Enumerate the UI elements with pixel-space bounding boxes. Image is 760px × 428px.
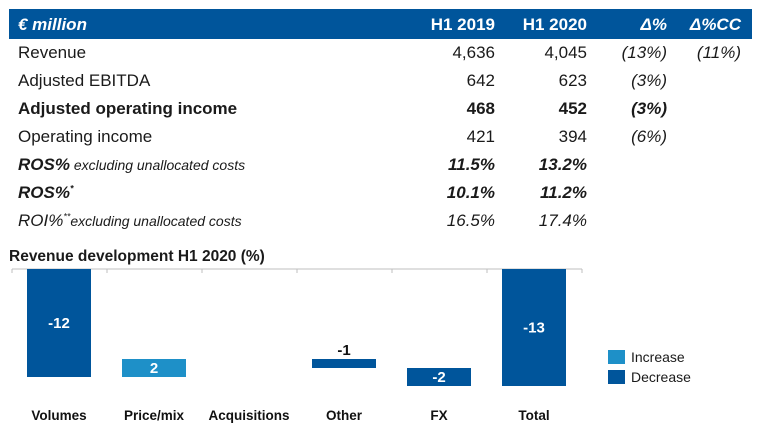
table-row: ROI%**excluding unallocated costs 16.5% … [9,207,752,235]
financial-table: € million H1 2019 H1 2020 Δ% Δ%CC Revenu… [9,9,752,235]
cell-h1-2019: 4,636 [452,43,495,62]
legend-label: Decrease [631,369,691,385]
row-label-suffix: excluding unallocated costs [69,157,246,173]
header-unit: € million [18,15,87,34]
legend-swatch-decrease [608,370,625,384]
row-label: Adjusted operating income [18,99,238,118]
legend-label: Increase [631,349,685,365]
header-delta-cc: Δ%CC [689,15,741,34]
legend-item-increase: Increase [608,347,691,367]
bar-total [502,269,566,386]
cell-h1-2020: 452 [558,99,587,118]
cell-h1-2019: 10.1% [446,183,495,202]
row-label-main: ROS% [18,155,70,174]
table-row: ROS%* 10.1% 11.2% [9,179,752,207]
category-label: Other [326,408,363,423]
cell-h1-2020: 623 [558,71,587,90]
data-label: 2 [150,360,158,377]
footnote-marker: ** [63,211,71,222]
table-row: ROS% excluding unallocated costs 11.5% 1… [9,151,752,179]
cell-delta: (3%) [631,99,667,118]
table-row: Adjusted operating income 468 452 (3%) [9,95,752,123]
cell-h1-2020: 11.2% [540,183,587,202]
row-label: ROI%**excluding unallocated costs [18,211,242,231]
table-row: Revenue 4,636 4,045 (13%) (11%) [9,39,752,67]
table-row: Adjusted EBITDA 642 623 (3%) [9,67,752,95]
bar-price-mix [122,359,186,377]
row-label-main: ROI% [18,211,64,230]
chart-legend: Increase Decrease [608,347,691,387]
cell-delta-cc: (11%) [696,43,741,62]
legend-item-decrease: Decrease [608,367,691,387]
category-label: Acquisitions [208,408,289,423]
cell-h1-2020: 17.4% [538,211,587,230]
cell-h1-2020: 4,045 [544,43,587,62]
cell-h1-2019: 16.5% [446,211,495,230]
bar-fx [407,368,471,386]
header-h1-2019: H1 2019 [430,15,495,34]
category-label: FX [430,408,447,423]
data-label: -12 [48,315,70,332]
bar-other [312,359,376,368]
table-header: € million H1 2019 H1 2020 Δ% Δ%CC [9,9,752,39]
bar-volumes [27,269,91,377]
footnote-marker: * [69,183,74,194]
chart-title: Revenue development H1 2020 (%) [9,248,265,265]
cell-h1-2019: 421 [466,127,495,146]
header-delta: Δ% [640,15,667,34]
data-label: -1 [337,342,350,359]
row-label: Operating income [18,127,153,146]
header-h1-2020: H1 2020 [522,15,587,34]
cell-h1-2019: 642 [466,71,495,90]
category-label: Total [518,408,549,423]
cell-delta: (3%) [631,71,667,90]
row-label: Revenue [18,43,87,62]
data-label: -13 [523,320,545,337]
cell-h1-2019: 468 [466,99,495,118]
row-label: Adjusted EBITDA [18,71,151,90]
category-label: Volumes [31,408,86,423]
cell-h1-2020: 13.2% [538,155,587,174]
cell-h1-2019: 11.5% [448,155,495,174]
cell-delta: (13%) [621,43,667,62]
category-label: Price/mix [124,408,185,423]
table-row: Operating income 421 394 (6%) [9,123,752,151]
row-label: ROS% excluding unallocated costs [18,155,245,175]
row-label-suffix: excluding unallocated costs [70,213,242,229]
row-label-main: ROS% [18,183,70,202]
legend-swatch-increase [608,350,625,364]
row-label: ROS%* [18,183,73,203]
data-label: -2 [432,369,445,386]
cell-delta: (6%) [631,127,667,146]
cell-h1-2020: 394 [558,127,587,146]
